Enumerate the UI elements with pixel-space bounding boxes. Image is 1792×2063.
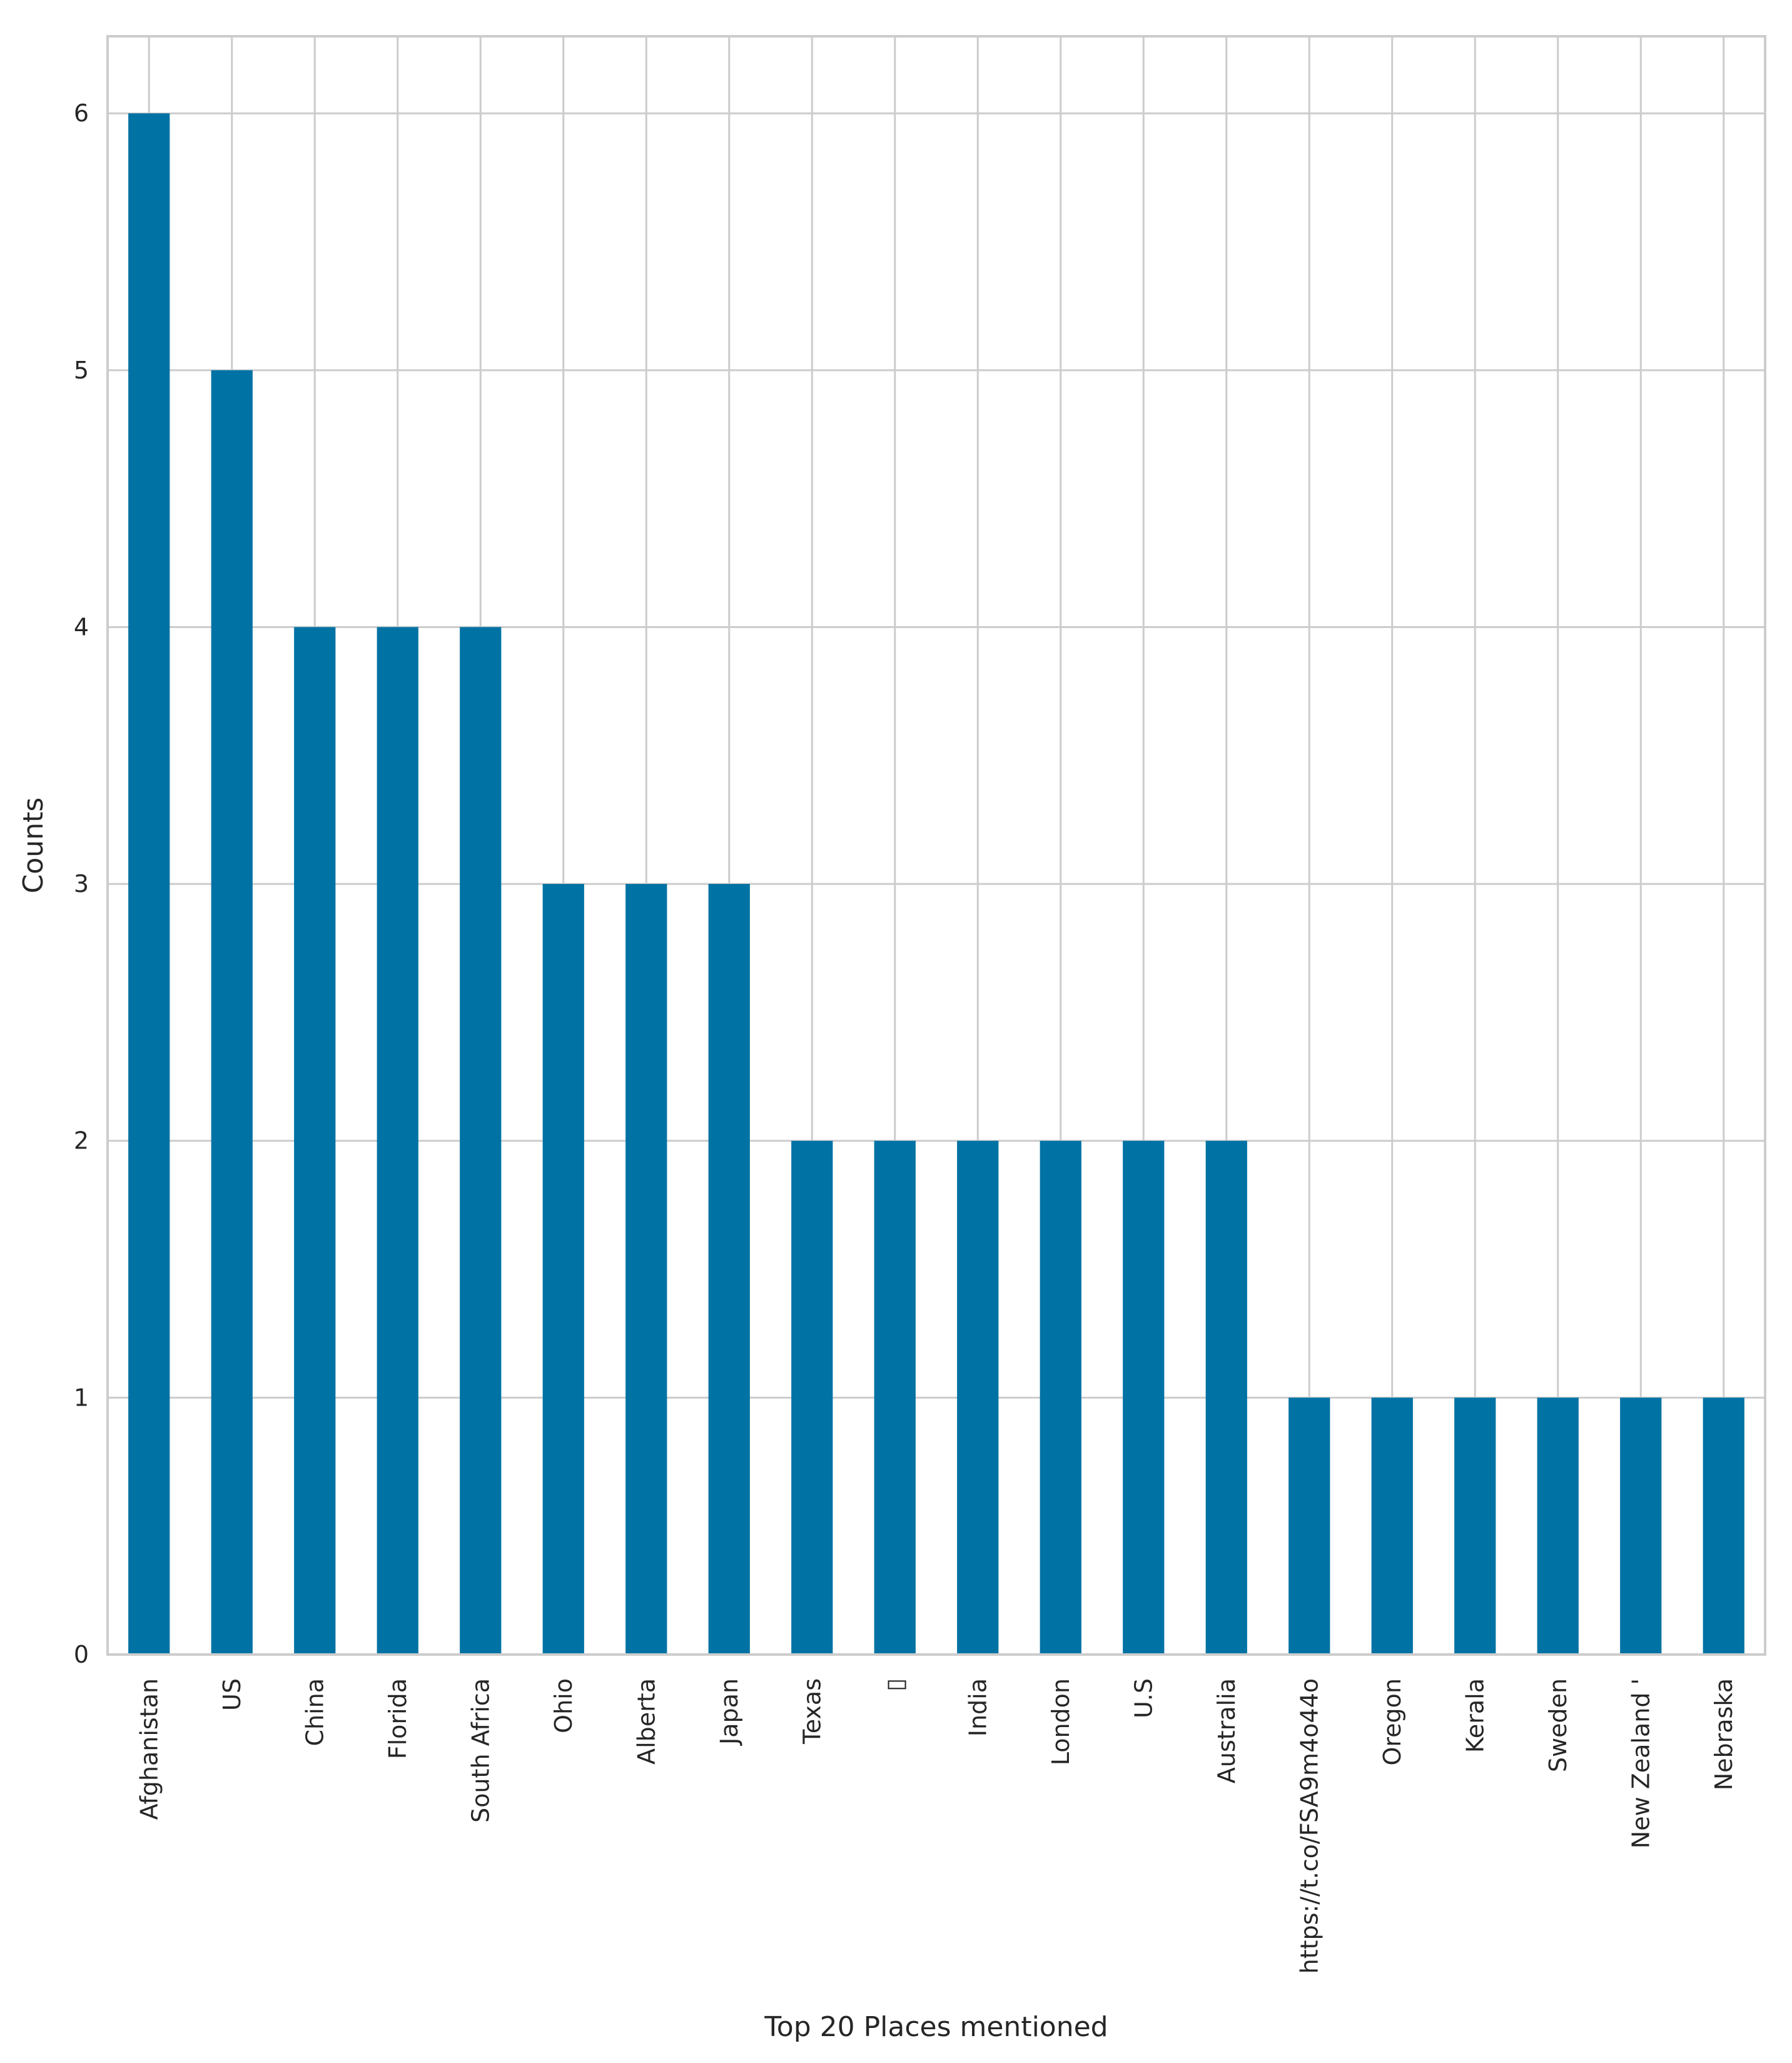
x-tick-label: Sweden (1544, 1678, 1572, 1772)
bar (1371, 1397, 1413, 1655)
x-tick-label: Oregon (1379, 1678, 1406, 1766)
y-tick-label: 2 (74, 1127, 89, 1155)
y-tick-label: 6 (74, 99, 89, 127)
x-tick-label: Florida (384, 1678, 412, 1759)
x-tick-label: Nebraska (1710, 1678, 1738, 1790)
y-tick-label: 1 (74, 1384, 89, 1411)
x-tick-label: Texas (798, 1678, 826, 1745)
bar (1537, 1397, 1579, 1655)
bars (128, 113, 1744, 1655)
bar (1288, 1397, 1330, 1655)
x-tick-label: US (218, 1678, 246, 1711)
x-tick-label: ▯ (881, 1678, 909, 1691)
x-tick-label: London (1047, 1678, 1075, 1765)
y-tick-label: 0 (74, 1641, 89, 1668)
x-tick-label: Kerala (1461, 1678, 1489, 1753)
y-tick-labels: 0 1 2 3 4 5 6 (74, 99, 89, 1668)
x-tick-label: Ohio (550, 1678, 577, 1733)
bar (1205, 1140, 1247, 1655)
x-tick-label: https://t.co/FSA9m4o44o (1295, 1678, 1323, 1974)
y-axis-label: Counts (18, 798, 49, 894)
plot-frame (106, 35, 1766, 1656)
bar (1123, 1140, 1165, 1655)
bar (874, 1140, 916, 1655)
bar (1703, 1397, 1744, 1655)
bar (211, 370, 253, 1655)
x-tick-label: New Zealand ' (1627, 1678, 1654, 1848)
bar (708, 884, 750, 1655)
x-tick-label: South Africa (467, 1678, 494, 1823)
bar (625, 884, 667, 1655)
x-tick-label: U.S (1130, 1678, 1157, 1718)
bar (1454, 1397, 1496, 1655)
y-tick-label: 3 (74, 870, 89, 898)
x-tick-label: Japan (716, 1678, 743, 1746)
x-tick-label: Australia (1213, 1678, 1240, 1783)
bar (957, 1140, 999, 1655)
bar (294, 627, 336, 1655)
bar (377, 627, 418, 1655)
x-tick-label: China (301, 1678, 328, 1746)
y-tick-label: 5 (74, 357, 89, 384)
bar (542, 884, 584, 1655)
x-axis-label: Top 20 Places mentioned (764, 2011, 1108, 2043)
bar (460, 627, 502, 1655)
bar (128, 113, 170, 1655)
y-tick-label: 4 (74, 613, 89, 641)
x-tick-label: Alberta (632, 1678, 660, 1765)
x-tick-label: Afghanistan (135, 1678, 163, 1820)
bar (791, 1140, 833, 1655)
x-tick-labels: Afghanistan US China Florida South Africa Ohi… (135, 1678, 1738, 1974)
x-tick-label: India (964, 1678, 991, 1736)
bar (1040, 1140, 1081, 1655)
bar (1620, 1397, 1662, 1655)
